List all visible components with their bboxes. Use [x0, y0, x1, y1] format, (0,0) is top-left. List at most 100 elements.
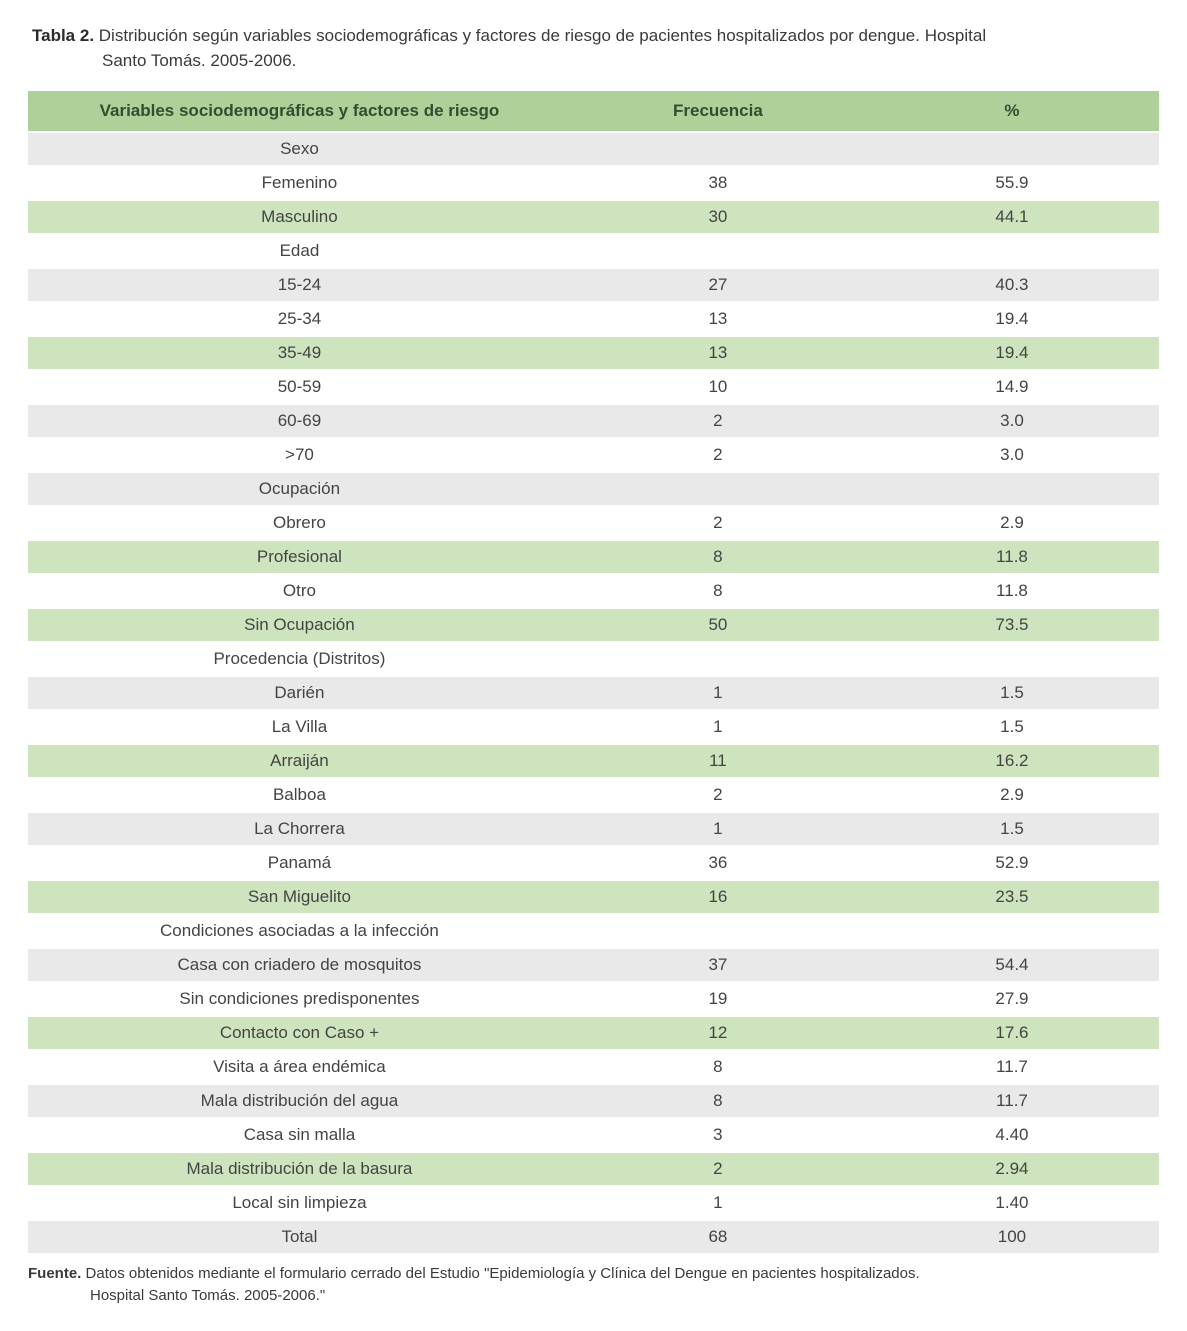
table-cell	[865, 642, 1159, 676]
table-cell	[865, 472, 1159, 506]
table-cell: 4.40	[865, 1118, 1159, 1152]
table-body: SexoFemenino3855.9Masculino3044.1Edad15-…	[28, 132, 1159, 1254]
table-cell: 30	[571, 200, 865, 234]
table-row: Otro811.8	[28, 574, 1159, 608]
table-cell: 16.2	[865, 744, 1159, 778]
table-cell: 13	[571, 302, 865, 336]
data-table: Variables sociodemográficas y factores d…	[28, 91, 1159, 1255]
table-cell	[571, 234, 865, 268]
table-cell: 2	[571, 778, 865, 812]
col-variables: Variables sociodemográficas y factores d…	[28, 91, 571, 132]
table-cell: 68	[571, 1220, 865, 1254]
table-cell: 2.9	[865, 778, 1159, 812]
table-cell: Darién	[28, 676, 571, 710]
table-row: Arraiján1116.2	[28, 744, 1159, 778]
table-cell: 44.1	[865, 200, 1159, 234]
table-cell: 8	[571, 1084, 865, 1118]
table-cell: 60-69	[28, 404, 571, 438]
table-cell: Procedencia (Distritos)	[28, 642, 571, 676]
table-row: Casa sin malla34.40	[28, 1118, 1159, 1152]
table-cell: 2	[571, 404, 865, 438]
table-cell: Total	[28, 1220, 571, 1254]
table-cell: 1	[571, 1186, 865, 1220]
table-row: Sin Ocupación5073.5	[28, 608, 1159, 642]
table-cell	[865, 234, 1159, 268]
table-cell: Local sin limpieza	[28, 1186, 571, 1220]
table-cell: 50	[571, 608, 865, 642]
table-row: Obrero22.9	[28, 506, 1159, 540]
table-cell: Visita a área endémica	[28, 1050, 571, 1084]
table-row: 50-591014.9	[28, 370, 1159, 404]
table-cell: Contacto con Caso +	[28, 1016, 571, 1050]
table-cell: 100	[865, 1220, 1159, 1254]
table-cell	[571, 472, 865, 506]
table-row: Mala distribución de la basura22.94	[28, 1152, 1159, 1186]
table-cell: 73.5	[865, 608, 1159, 642]
table-cell: 1	[571, 812, 865, 846]
table-row: Mala distribución del agua811.7	[28, 1084, 1159, 1118]
table-cell: 2.9	[865, 506, 1159, 540]
table-cell: 1.40	[865, 1186, 1159, 1220]
table-cell: 13	[571, 336, 865, 370]
table-row: Masculino3044.1	[28, 200, 1159, 234]
table-footer: Fuente. Datos obtenidos mediante el form…	[28, 1263, 1159, 1307]
table-cell: 11.7	[865, 1050, 1159, 1084]
table-cell: Mala distribución de la basura	[28, 1152, 571, 1186]
table-cell: La Chorrera	[28, 812, 571, 846]
footer-label: Fuente.	[28, 1265, 81, 1282]
table-cell: 3	[571, 1118, 865, 1152]
table-cell: 23.5	[865, 880, 1159, 914]
table-cell: Sexo	[28, 132, 571, 166]
table-row: Visita a área endémica811.7	[28, 1050, 1159, 1084]
table-row: San Miguelito1623.5	[28, 880, 1159, 914]
table-row: Panamá3652.9	[28, 846, 1159, 880]
table-cell	[571, 642, 865, 676]
table-cell: Casa sin malla	[28, 1118, 571, 1152]
table-row: Ocupación	[28, 472, 1159, 506]
table-cell: 25-34	[28, 302, 571, 336]
table-cell: 11	[571, 744, 865, 778]
table-cell: 2.94	[865, 1152, 1159, 1186]
table-cell: Panamá	[28, 846, 571, 880]
table-row: 15-242740.3	[28, 268, 1159, 302]
table-cell: 38	[571, 166, 865, 200]
table-cell: 15-24	[28, 268, 571, 302]
table-cell: 16	[571, 880, 865, 914]
table-cell: 8	[571, 540, 865, 574]
table-cell: Sin condiciones predisponentes	[28, 982, 571, 1016]
table-cell: 3.0	[865, 438, 1159, 472]
table-cell: 1.5	[865, 710, 1159, 744]
table-cell: Casa con criadero de mosquitos	[28, 948, 571, 982]
table-cell: 19.4	[865, 336, 1159, 370]
table-row: Contacto con Caso +1217.6	[28, 1016, 1159, 1050]
table-cell: Obrero	[28, 506, 571, 540]
table-cell: Otro	[28, 574, 571, 608]
table-cell: 2	[571, 506, 865, 540]
table-cell: 2	[571, 438, 865, 472]
table-cell: 8	[571, 1050, 865, 1084]
table-cell: Condiciones asociadas a la infección	[28, 914, 571, 948]
table-row: Balboa22.9	[28, 778, 1159, 812]
table-row: Profesional811.8	[28, 540, 1159, 574]
table-row: Total68100	[28, 1220, 1159, 1254]
table-row: La Chorrera11.5	[28, 812, 1159, 846]
table-row: Sin condiciones predisponentes1927.9	[28, 982, 1159, 1016]
table-cell	[865, 132, 1159, 166]
table-cell: 8	[571, 574, 865, 608]
col-percent: %	[865, 91, 1159, 132]
table-cell	[865, 914, 1159, 948]
table-cell: La Villa	[28, 710, 571, 744]
table-cell: 1	[571, 676, 865, 710]
table-row: Darién11.5	[28, 676, 1159, 710]
table-cell: 35-49	[28, 336, 571, 370]
table-cell: >70	[28, 438, 571, 472]
footer-line2: Hospital Santo Tomás. 2005-2006."	[28, 1285, 1159, 1307]
table-cell: Femenino	[28, 166, 571, 200]
table-cell: 19.4	[865, 302, 1159, 336]
table-cell: 1.5	[865, 812, 1159, 846]
table-cell: 55.9	[865, 166, 1159, 200]
table-row: Casa con criadero de mosquitos3754.4	[28, 948, 1159, 982]
table-cell: Sin Ocupación	[28, 608, 571, 642]
table-cell: 17.6	[865, 1016, 1159, 1050]
table-cell: 2	[571, 1152, 865, 1186]
